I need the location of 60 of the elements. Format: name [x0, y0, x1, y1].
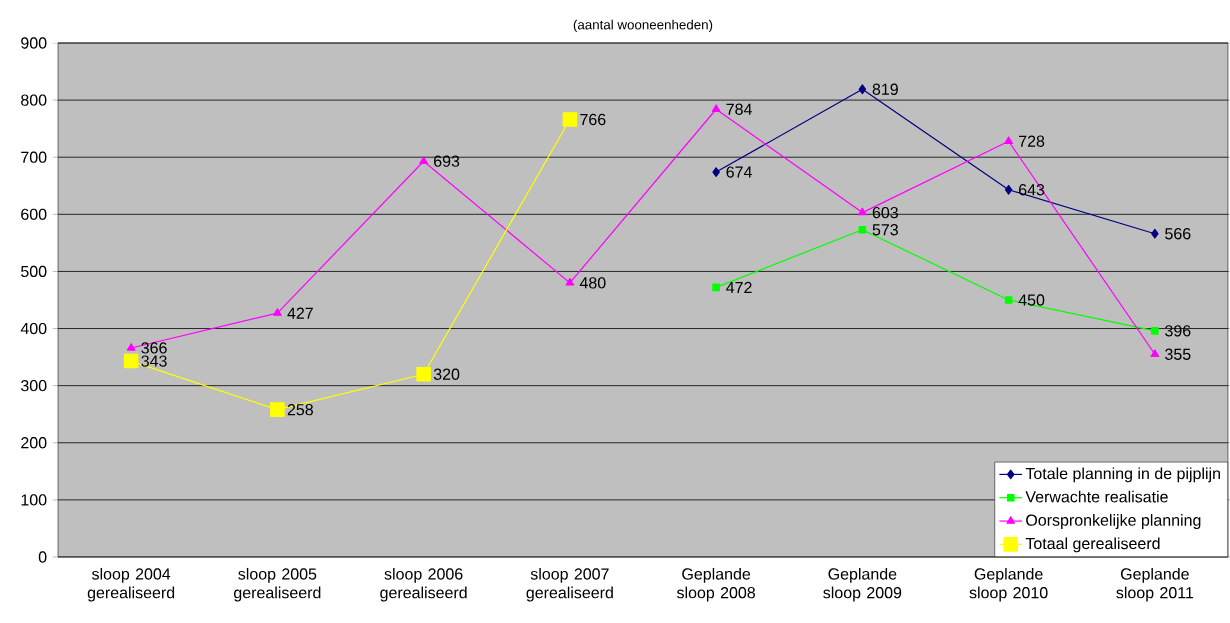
- point: [858, 84, 867, 95]
- point: [858, 207, 867, 216]
- data-label: 427: [287, 307, 313, 319]
- point: [858, 225, 867, 234]
- x-tick-label: Geplande sloop 2011: [1116, 567, 1194, 602]
- y-tick-label: 900: [21, 37, 47, 49]
- y-tick-label: 100: [21, 494, 47, 506]
- legend-label: Verwachte realisatie: [1025, 490, 1168, 503]
- y-tick-label: 300: [20, 380, 47, 392]
- y-tick-label: 400: [20, 322, 47, 335]
- data-label: 674: [726, 166, 752, 178]
- data-label: 566: [1165, 228, 1191, 240]
- point: [273, 308, 282, 316]
- point: [270, 402, 285, 417]
- legend-label: Oorspronkelijke planning: [1026, 514, 1201, 529]
- point: [1004, 184, 1013, 195]
- x-tick-label: sloop 2007 gerealiseerd: [526, 567, 613, 602]
- data-label: 480: [579, 277, 606, 289]
- point: [712, 167, 720, 177]
- data-label: 258: [287, 403, 313, 416]
- point: [419, 156, 428, 164]
- data-label: 693: [434, 155, 460, 167]
- data-label: 784: [726, 103, 752, 115]
- data-label: 766: [580, 113, 606, 126]
- data-label: 450: [1018, 294, 1045, 306]
- y-tick-label: 500: [21, 265, 47, 278]
- legend-label: Totaal gerealiseerd: [1025, 537, 1160, 553]
- y-tick-label: 0: [38, 551, 47, 563]
- x-tick-label: Geplande sloop 2009: [823, 567, 902, 602]
- point: [562, 112, 578, 127]
- point: [123, 353, 139, 369]
- x-tick-label: sloop 2005 gerealiseerd: [234, 567, 321, 602]
- chart-title: (aantal wooneenheden): [573, 19, 713, 33]
- point: [126, 343, 136, 351]
- legend-label: Totale planning in de pijplijn: [1025, 467, 1220, 483]
- x-tick-label: Geplande sloop 2008: [676, 567, 755, 602]
- point: [1150, 349, 1160, 357]
- x-tick-label: sloop 2004 gerealiseerd: [87, 567, 175, 602]
- point: [416, 366, 431, 382]
- data-label: 366: [141, 342, 167, 354]
- point: [712, 283, 720, 292]
- data-label: 320: [433, 368, 460, 380]
- point: [1151, 228, 1159, 239]
- data-label: 819: [872, 83, 898, 95]
- y-tick-label: 200: [21, 437, 47, 449]
- point: [565, 277, 575, 286]
- y-tick-label: 800: [21, 94, 47, 106]
- data-label: 472: [726, 281, 752, 294]
- point: [711, 104, 721, 112]
- y-tick-label: 600: [21, 208, 47, 220]
- point: [1004, 296, 1013, 304]
- point: [1151, 327, 1159, 335]
- x-tick-label: sloop 2006 gerealiseerd: [380, 567, 467, 602]
- point: [1004, 136, 1013, 144]
- data-label: 728: [1019, 135, 1045, 147]
- y-tick-label: 700: [21, 151, 47, 163]
- data-label: 343: [141, 355, 167, 367]
- data-label: 573: [872, 224, 898, 236]
- x-tick-label: Geplande sloop 2010: [969, 567, 1048, 602]
- data-label: 355: [1165, 348, 1191, 360]
